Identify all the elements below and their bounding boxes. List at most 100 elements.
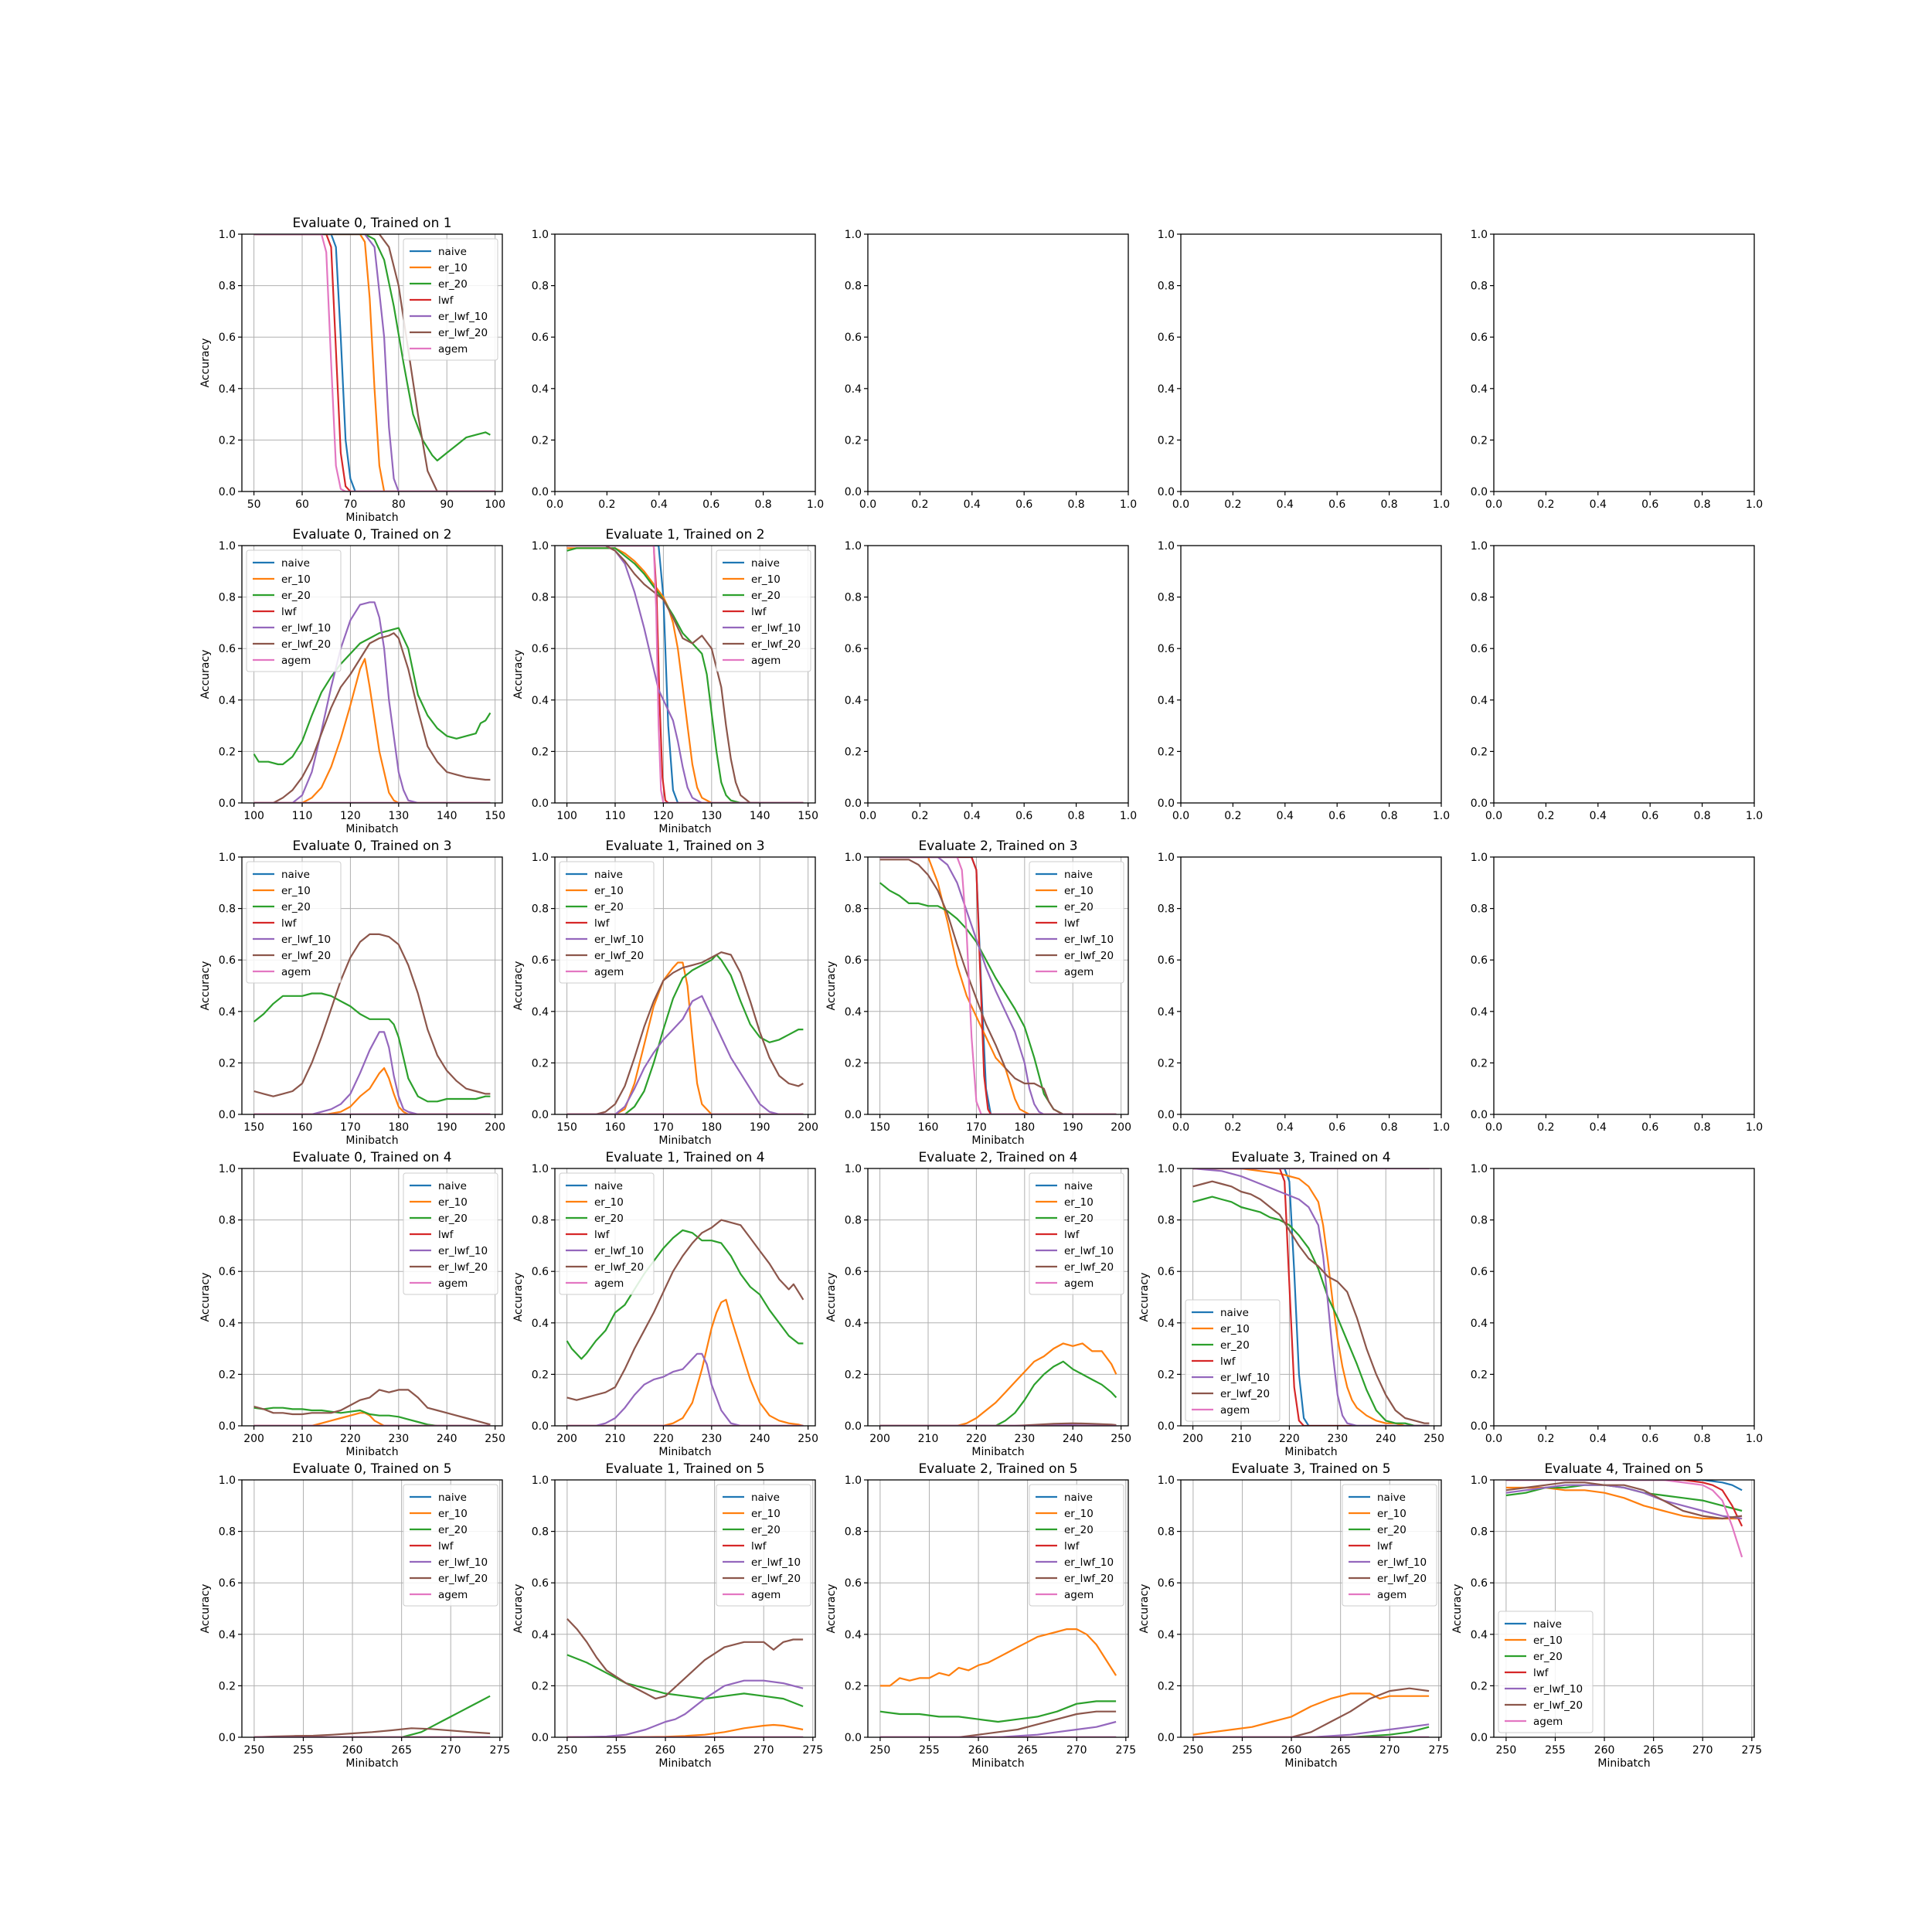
legend-label-lwf: lwf <box>438 1540 454 1553</box>
y-tick-label: 0.2 <box>532 1057 549 1070</box>
x-tick-label: 230 <box>701 1433 722 1445</box>
y-tick-label: 0.0 <box>1471 1109 1488 1121</box>
axes-frame <box>1180 856 1442 1115</box>
x-tick-label: 0.4 <box>964 498 981 511</box>
y-tick-label: 0.8 <box>1471 903 1488 916</box>
y-tick-label: 0.4 <box>532 1006 549 1019</box>
y-tick-label: 0.4 <box>219 1006 236 1019</box>
y-tick-label: 0.0 <box>845 798 862 810</box>
legend-label-naive: naive <box>751 557 780 570</box>
legend-label-er_10: er_10 <box>438 262 468 274</box>
x-tick-label: 150 <box>869 1121 890 1134</box>
subplot-title: Evaluate 0, Trained on 3 <box>292 838 451 854</box>
y-tick-label: 0.0 <box>1158 486 1175 498</box>
y-tick-label: 0.4 <box>532 383 549 396</box>
legend-label-er_10: er_10 <box>1377 1508 1406 1520</box>
legend-label-er_lwf_20: er_lwf_20 <box>594 950 644 962</box>
subplot-title: Evaluate 1, Trained on 2 <box>605 527 764 543</box>
y-tick-label: 0.8 <box>1158 1526 1175 1539</box>
x-tick-label: 250 <box>1111 1433 1131 1445</box>
x-axis-label: Minibatch <box>345 512 398 524</box>
legend-label-lwf: lwf <box>751 606 767 618</box>
series-line-lwf <box>1505 1480 1743 1527</box>
y-tick-label: 0.8 <box>219 592 236 604</box>
series-line-er_lwf_20 <box>566 1219 804 1401</box>
subplot-r0-c0: 50 60 70 80 90 100 0.0 0.2 0.4 0.6 0.8 1.0 Evaluate … <box>199 216 505 524</box>
y-tick-label: 0.0 <box>1471 1732 1488 1744</box>
series-line-er_10 <box>253 658 491 803</box>
subplot-title: Evaluate 2, Trained on 4 <box>918 1150 1077 1165</box>
y-tick-label: 0.6 <box>1471 332 1488 344</box>
series-group <box>566 951 804 1114</box>
axes-frame <box>1493 1479 1755 1738</box>
y-tick-label: 1.0 <box>1158 229 1175 241</box>
y-tick-label: 0.2 <box>219 434 236 447</box>
y-tick-label: 0.2 <box>532 746 549 758</box>
series-line-lwf <box>1192 1168 1430 1426</box>
y-tick-label: 0.6 <box>1471 954 1488 967</box>
legend-label-naive: naive <box>438 1492 467 1504</box>
x-tick-label: 260 <box>1594 1744 1615 1757</box>
y-tick-label: 0.2 <box>1158 1369 1175 1381</box>
x-tick-label: 230 <box>1327 1433 1348 1445</box>
y-tick-label: 0.2 <box>1471 434 1488 447</box>
subplot-r4-c3: 250 255 260 265 270 275 0.0 0.2 0.4 0.6 0.8 1.0 Eval… <box>1138 1461 1449 1770</box>
legend-label-agem: agem <box>751 1589 781 1601</box>
y-tick-label: 0.6 <box>219 1577 236 1590</box>
series-group <box>566 1219 804 1426</box>
series-line-er_20 <box>253 1406 491 1426</box>
subplot-r3-c4: 0.0 0.2 0.4 0.6 0.8 1.0 0.0 0.2 0.4 0.6 0.8 1.0 <box>1471 1163 1763 1445</box>
series-line-er_lwf_20 <box>1192 1180 1430 1424</box>
y-tick-label: 0.0 <box>845 1109 862 1121</box>
x-tick-label: 0.4 <box>651 498 668 511</box>
x-tick-label: 170 <box>340 1121 361 1134</box>
x-tick-label: 110 <box>292 810 313 822</box>
legend-label-er_lwf_10: er_lwf_10 <box>281 934 331 946</box>
x-tick-label: 250 <box>244 1744 265 1757</box>
series-line-er_lwf_10 <box>879 1720 1117 1737</box>
x-tick-label: 130 <box>701 810 722 822</box>
axes-frame <box>554 545 816 804</box>
legend-label-lwf: lwf <box>1064 1540 1080 1553</box>
x-tick-label: 265 <box>1017 1744 1038 1757</box>
y-tick-label: 0.6 <box>1158 643 1175 655</box>
y-tick-label: 0.2 <box>1471 1057 1488 1070</box>
y-axis-label: Accuracy <box>199 1584 212 1634</box>
y-tick-label: 0.4 <box>1471 1629 1488 1641</box>
y-tick-label: 0.4 <box>1471 1318 1488 1330</box>
axes-frame <box>1180 1479 1442 1738</box>
legend-label-naive: naive <box>1220 1307 1249 1319</box>
series-group <box>879 1342 1117 1426</box>
x-tick-label: 0.4 <box>1590 1433 1607 1445</box>
subplot-r0-c2: 0.0 0.2 0.4 0.6 0.8 1.0 0.0 0.2 0.4 0.6 0.8 1.0 <box>845 229 1137 511</box>
legend-label-er_10: er_10 <box>1064 885 1094 897</box>
legend-label-er_20: er_20 <box>1064 1213 1094 1225</box>
x-tick-label: 265 <box>391 1744 412 1757</box>
x-tick-label: 210 <box>605 1433 626 1445</box>
y-tick-label: 1.0 <box>532 540 549 553</box>
y-tick-label: 0.0 <box>1158 1109 1175 1121</box>
axes-frame <box>1493 856 1755 1115</box>
legend-label-lwf: lwf <box>1064 1229 1080 1241</box>
x-tick-label: 0.2 <box>911 498 928 511</box>
legend-label-naive: naive <box>438 1180 467 1192</box>
x-tick-label: 240 <box>1376 1433 1396 1445</box>
y-tick-label: 0.2 <box>219 746 236 758</box>
axes-frame <box>241 1168 503 1427</box>
series-line-er_20 <box>1192 1196 1430 1426</box>
x-axis-label: Minibatch <box>658 823 711 835</box>
y-tick-label: 0.8 <box>1471 1526 1488 1539</box>
series-line-naive <box>1505 1480 1743 1492</box>
y-tick-label: 0.8 <box>845 281 862 293</box>
x-tick-label: 265 <box>1330 1744 1351 1757</box>
legend-label-lwf: lwf <box>438 294 454 307</box>
y-axis-label: Accuracy <box>825 1273 838 1322</box>
axes-frame <box>1180 545 1442 804</box>
legend-label-lwf: lwf <box>438 1229 454 1241</box>
x-tick-label: 0.6 <box>702 498 719 511</box>
x-tick-label: 0.0 <box>859 498 876 511</box>
x-tick-label: 100 <box>556 810 577 822</box>
x-tick-label: 255 <box>293 1744 314 1757</box>
